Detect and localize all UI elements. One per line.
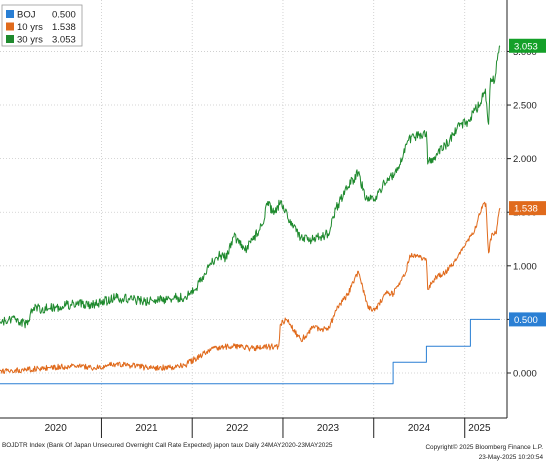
y-tick-label: 1.000 <box>513 261 537 272</box>
legend-swatch <box>6 22 14 31</box>
end-label-box <box>509 201 546 216</box>
footer: BOJDTR Index (Bank Of Japan Unsecured Ov… <box>2 442 543 461</box>
series-line-10-yrs <box>0 201 501 374</box>
gridlines <box>0 0 507 418</box>
end-label: 0.500 <box>514 315 538 326</box>
end-label-box <box>509 312 546 327</box>
legend-series-name: 30 yrs <box>17 35 43 46</box>
end-label: 3.053 <box>514 41 538 52</box>
y-tick-label: 2.000 <box>513 154 537 165</box>
end-label: 1.538 <box>514 204 538 215</box>
end-label-box <box>509 38 546 53</box>
series-lines <box>0 45 501 385</box>
x-tick-label: 2024 <box>408 423 431 434</box>
legend-series-value: 3.053 <box>52 35 76 46</box>
legend-swatch <box>6 10 14 18</box>
x-tick-label: 2023 <box>317 423 340 434</box>
legend-series-name: 10 yrs <box>17 22 43 33</box>
x-tick-label: 2022 <box>226 423 249 434</box>
x-tick-label: 2020 <box>45 423 68 434</box>
y-tick-label: 0.000 <box>513 368 537 379</box>
footer-timestamp: 23-May-2025 10:20:54 <box>479 454 544 461</box>
footer-copyright: Copyright© 2025 Bloomberg Finance L.P. <box>425 443 543 451</box>
legend-box <box>1 4 83 47</box>
x-axis: 2020 2021 2022 2023 2024 2025 <box>45 418 491 438</box>
legend-series-value: 1.538 <box>52 22 76 33</box>
series-line-30-yrs <box>0 45 501 329</box>
y-tick-label: 2.500 <box>513 101 537 112</box>
end-value-labels: 0.500 1.538 3.053 <box>509 38 546 327</box>
x-tick-label: 2021 <box>135 423 158 434</box>
series-line-boj <box>0 318 500 385</box>
legend-series-value: 0.500 <box>52 10 76 21</box>
legend: BOJ 0.500 10 yrs 1.538 30 yrs 3.053 <box>1 4 83 47</box>
legend-swatch <box>6 35 14 43</box>
footer-source-text: BOJDTR Index (Bank Of Japan Unsecured Ov… <box>2 442 333 449</box>
x-tick-label: 2025 <box>468 423 491 434</box>
legend-series-name: BOJ <box>17 10 36 21</box>
